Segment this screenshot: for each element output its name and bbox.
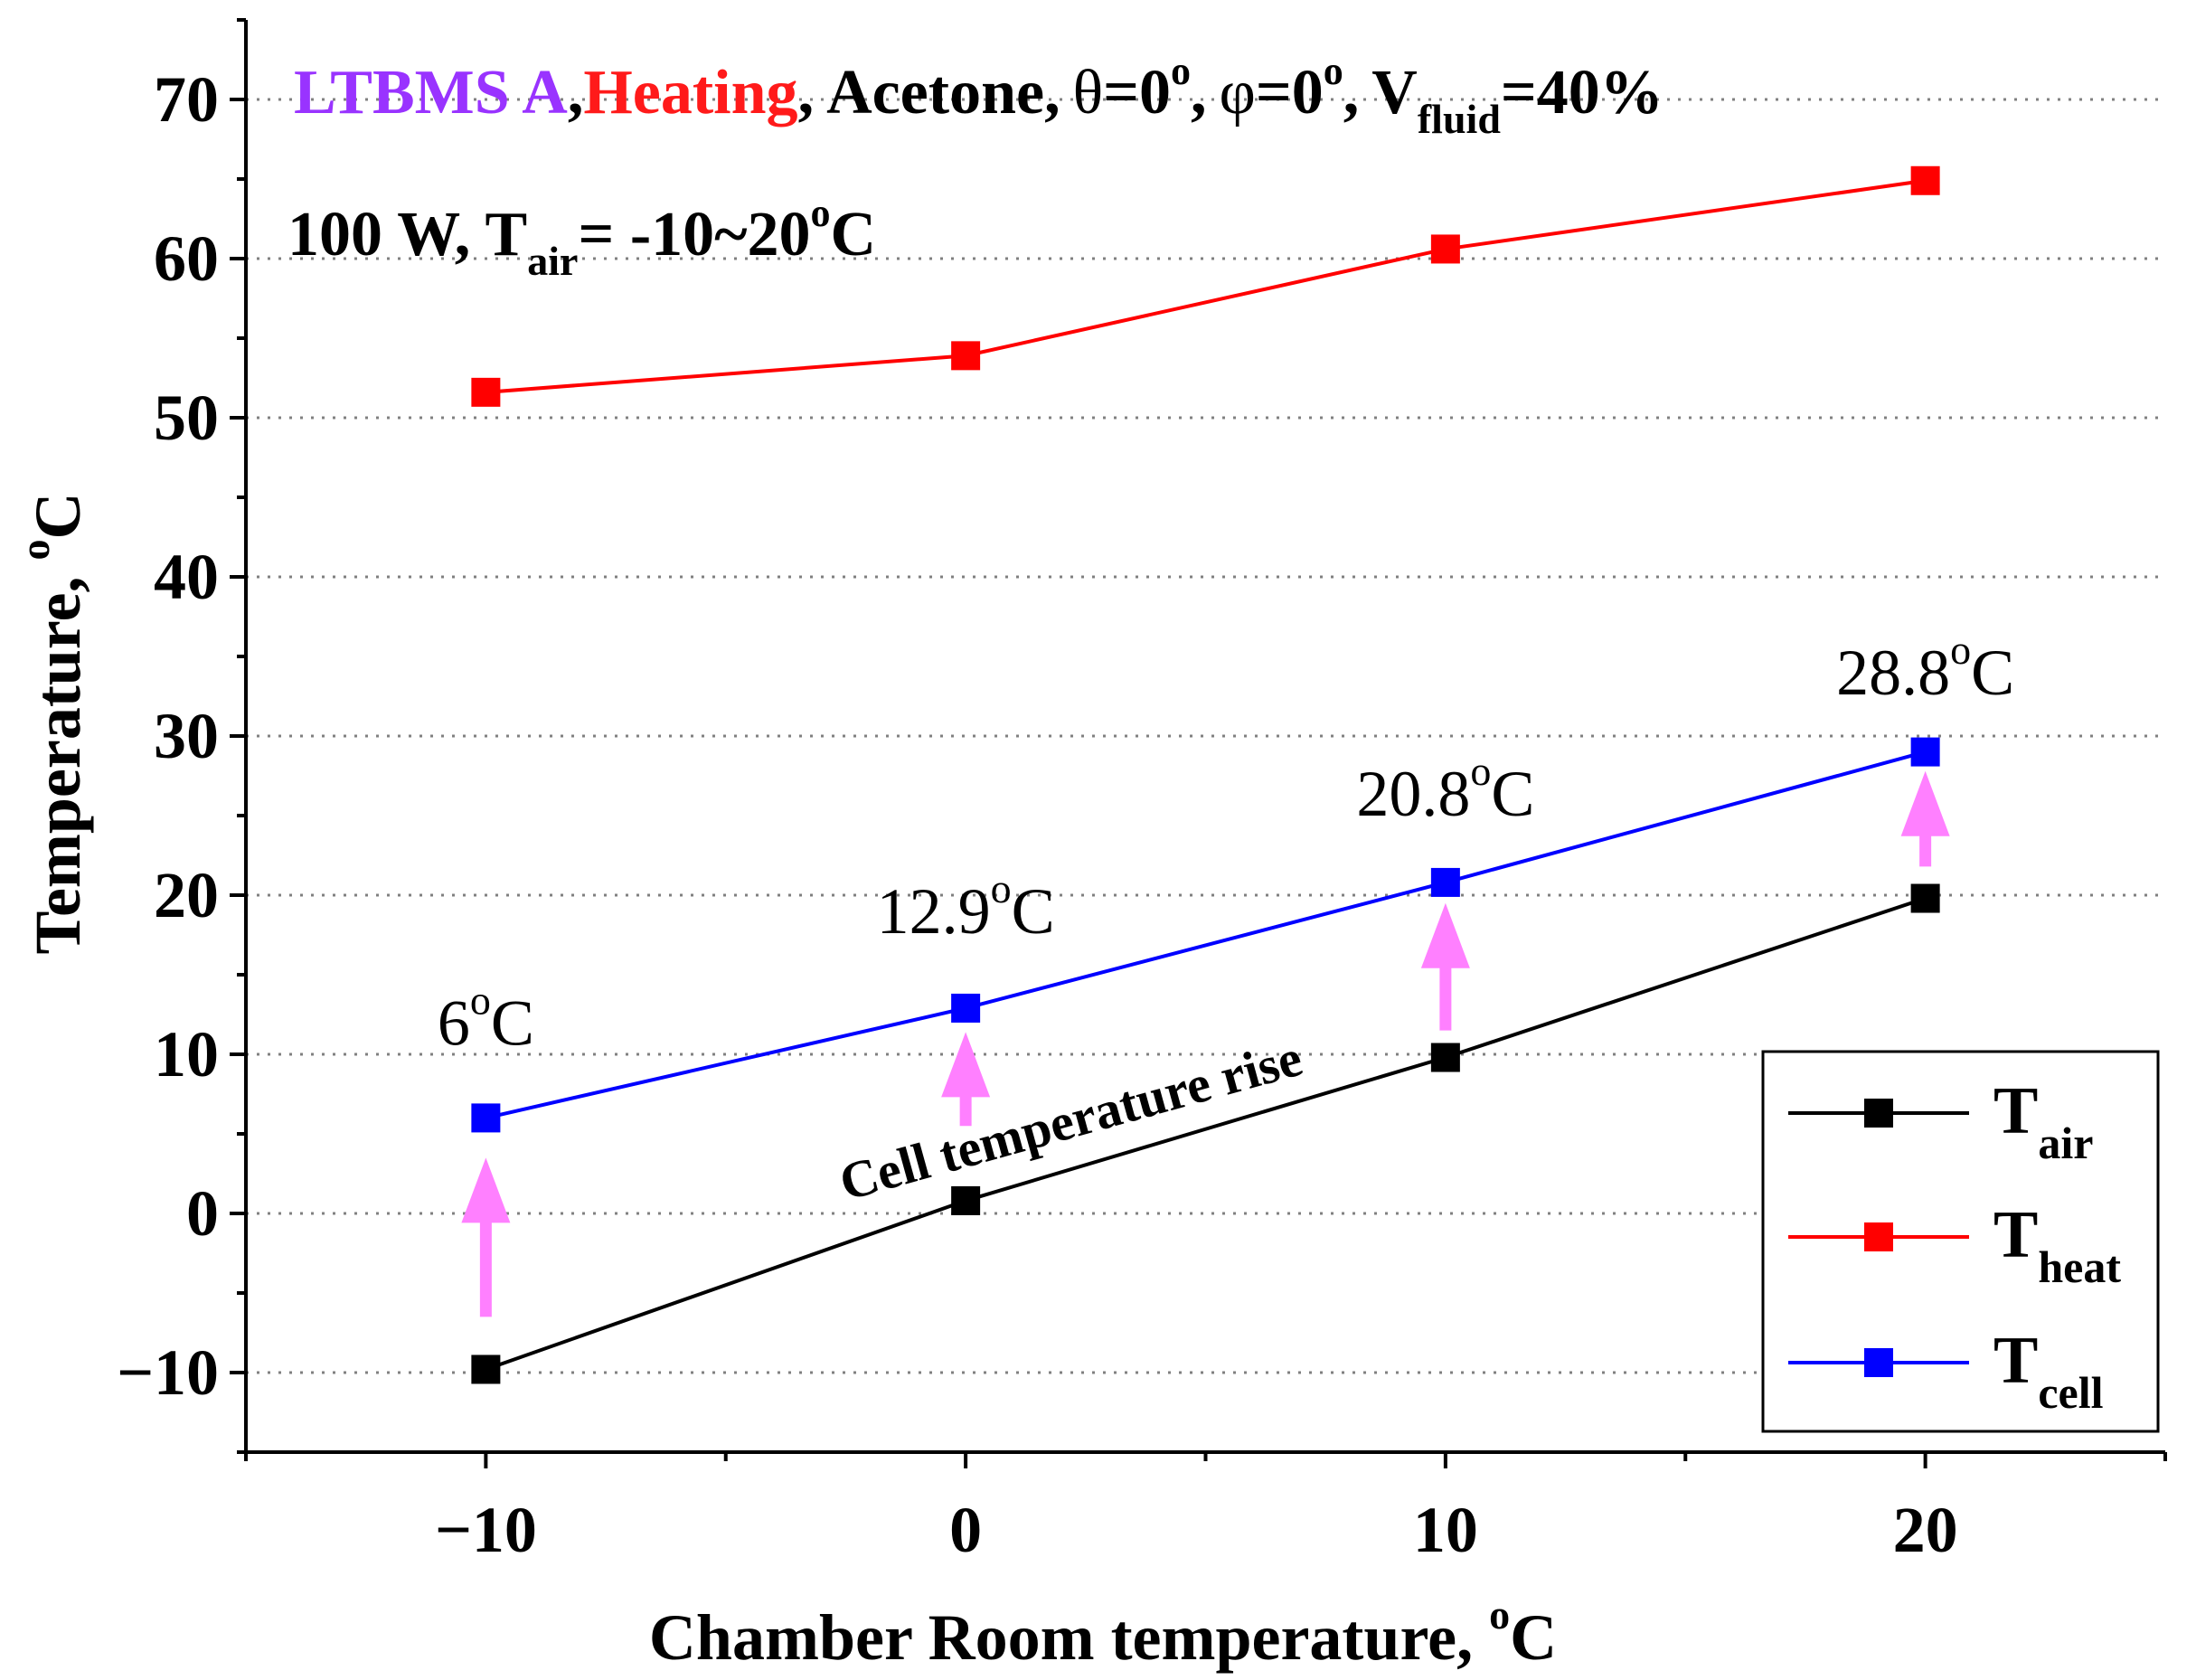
cell-value-label: 20.8oC [1356,748,1534,830]
x-axis-unit: C [1510,1601,1557,1674]
rise-arrow-head [941,1032,991,1098]
legend-marker [1864,1099,1893,1128]
data-point-air [471,1354,501,1384]
legend-marker [1864,1222,1893,1251]
title-phi-degree: o [1324,49,1343,93]
rise-arrow [941,1032,991,1127]
title-v-letter: V [1371,58,1418,127]
legend-label: Tair [1993,1074,2093,1168]
tick-marks [230,18,2167,1468]
x-axis-label: Chamber Room temperature, oC [649,1591,1557,1674]
chart-subtitle: 100 W, Tair= -10~20oC [287,191,876,284]
x-axis-degree: o [1489,1591,1510,1638]
x-tick-label: 20 [1893,1494,1958,1566]
data-point-air [951,1185,981,1215]
legend: Tair Theat Tcell [1761,1050,2160,1433]
series-line-cell [485,750,1927,1120]
data-point-cell [1430,867,1460,897]
data-point-heat [1430,234,1460,264]
data-point-heat [1910,165,1940,195]
y-tick-label: 70 [154,63,219,136]
title-theta-degree: o [1171,49,1191,93]
y-axis-degree: o [12,540,58,561]
rise-arrow [1900,770,1950,867]
y-tick-label: 20 [154,859,219,931]
rise-arrows [461,770,1950,1317]
legend-marker [1864,1348,1893,1377]
rise-arrow [461,1157,511,1317]
title-comma-1: , [568,58,584,127]
cell-value-label: 28.8oC [1836,627,2014,709]
series-line-heat [485,178,1926,394]
title-fluid: Acetone, [826,58,1060,127]
data-point-heat [471,377,501,407]
annotations: 6oC 12.9oC 20.8oC 28.8oC [438,627,2014,1059]
data-point-air [1430,1043,1460,1072]
title-theta-value: =0 [1103,58,1171,127]
x-axis-label-text: Chamber Room temperature, [649,1601,1489,1674]
title-comma-2: , [798,58,815,127]
rise-arrow [1420,902,1470,1031]
x-tick-label: 10 [1413,1494,1478,1566]
legend-item-air: Tair [1788,1074,2093,1168]
data-point-air [1910,883,1940,913]
title-v-sub: fluid [1418,96,1501,142]
series-line-air [485,896,1927,1372]
x-tick-label: −10 [435,1494,537,1566]
chart-title: LTBMS A,Heating, Acetone, θ=0o, φ=0o, Vfluid… [294,49,1663,142]
y-tick-label: 50 [154,382,219,454]
cell-value-label: 12.9oC [877,865,1055,948]
y-tick-label: −10 [117,1336,219,1409]
title-mode: Heating [583,58,797,127]
y-axis-label-text: Temperature, [22,561,94,955]
tick-labels: −10 0 10 20 30 40 50 60 70 −10 0 10 20 [117,63,1958,1566]
subtitle-degree: o [811,191,831,235]
y-axis-label: Temperature, oC [12,493,94,955]
y-tick-label: 10 [154,1018,219,1090]
legend-item-cell: Tcell [1788,1324,2104,1418]
title-phi-symbol: φ [1220,58,1256,127]
y-tick-label: 40 [154,541,219,613]
data-point-cell [471,1103,501,1133]
data-series [471,165,1940,1384]
cell-value-label: 6oC [438,977,534,1059]
legend-label: Theat [1993,1198,2121,1292]
x-tick-label: 0 [949,1494,982,1566]
title-phi-value: =0 [1256,58,1324,127]
rise-arrow-head [1900,770,1950,836]
subtitle-power: 100 W, T [287,200,527,269]
rise-arrow-head [1420,902,1470,968]
data-point-cell [951,993,981,1023]
subtitle-range: = -10~20 [578,200,810,269]
data-point-heat [951,341,981,371]
subtitle-unit: C [831,200,877,269]
y-tick-label: 0 [186,1177,219,1250]
data-point-cell [1910,737,1940,767]
legend-label: Tcell [1993,1324,2104,1418]
rise-arrow-head [461,1157,511,1223]
subtitle-sub: air [527,238,578,284]
y-tick-label: 30 [154,700,219,772]
title-comma-4: , [1343,58,1360,127]
title-v-value: =40% [1501,58,1663,127]
title-comma-3: , [1191,58,1207,127]
title-theta-symbol: θ [1073,58,1104,127]
legend-item-heat: Theat [1788,1198,2121,1292]
title-system: LTBMS A [294,58,568,127]
y-axis-unit: C [22,493,94,540]
y-tick-label: 60 [154,222,219,295]
